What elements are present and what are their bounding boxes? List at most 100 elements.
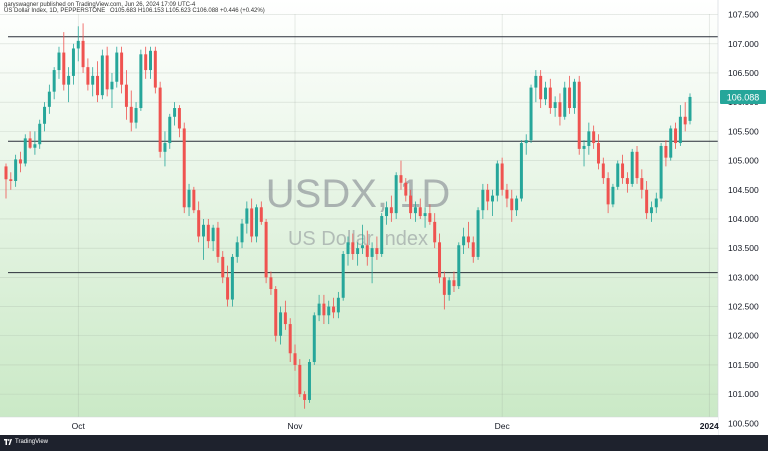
candle-body bbox=[553, 102, 557, 109]
chart-background bbox=[0, 0, 768, 435]
price-tick-label: 100.500 bbox=[728, 418, 759, 428]
candle-body bbox=[606, 178, 610, 205]
candle-body bbox=[582, 145, 586, 149]
candle-body bbox=[57, 52, 61, 71]
candle-body bbox=[640, 178, 644, 190]
candle-body bbox=[134, 108, 138, 123]
candle-body bbox=[197, 210, 201, 237]
candle-body bbox=[592, 131, 596, 144]
candle-body bbox=[67, 75, 71, 85]
price-tick-label: 106.500 bbox=[728, 68, 759, 78]
candle-body bbox=[144, 54, 148, 71]
last-price-label: 106.088 bbox=[727, 93, 760, 103]
candle-body bbox=[303, 394, 307, 400]
candle-body bbox=[375, 248, 379, 254]
candle-body bbox=[240, 223, 244, 243]
candle-body bbox=[115, 52, 119, 82]
candle-body bbox=[206, 224, 210, 242]
candle-body bbox=[438, 242, 442, 278]
candle-body bbox=[173, 108, 177, 117]
price-tick-label: 102.500 bbox=[728, 302, 759, 312]
last-price-badge bbox=[720, 90, 766, 105]
candle-body bbox=[235, 242, 239, 257]
candle-body bbox=[322, 303, 326, 316]
candle-body bbox=[462, 236, 466, 246]
candle-body bbox=[428, 213, 432, 222]
candle-body bbox=[62, 52, 66, 85]
ohlc-values: O105.683 H106.153 L105.623 C106.088 +0.4… bbox=[109, 8, 265, 14]
candle-body bbox=[47, 91, 51, 107]
candle-body bbox=[370, 248, 374, 257]
candle-body bbox=[404, 182, 408, 196]
time-tick-label: Dec bbox=[495, 421, 511, 431]
candle-body bbox=[683, 116, 687, 125]
candle-body bbox=[120, 52, 124, 85]
candle-body bbox=[394, 175, 398, 214]
candle-body bbox=[149, 50, 153, 71]
candle-body bbox=[659, 145, 663, 199]
symbol-line: US Dollar Index, 1D, PEPPERSTONE O105.68… bbox=[4, 8, 268, 14]
candle-body bbox=[81, 40, 85, 68]
price-tick-label: 107.000 bbox=[728, 39, 759, 49]
candle-body bbox=[52, 70, 56, 92]
tradingview-icon bbox=[4, 439, 12, 445]
footer-brand: TradingView bbox=[15, 439, 49, 445]
candle-body bbox=[182, 128, 186, 208]
candle-body bbox=[558, 102, 562, 117]
candle-body bbox=[298, 364, 302, 395]
candle-body bbox=[18, 159, 22, 164]
candle-body bbox=[38, 123, 42, 145]
candle-body bbox=[360, 245, 364, 249]
candle-body bbox=[645, 189, 649, 214]
candle-body bbox=[476, 210, 480, 257]
candle-body bbox=[380, 216, 384, 254]
candle-body bbox=[279, 312, 283, 336]
candle-body bbox=[423, 213, 427, 217]
candle-body bbox=[105, 55, 109, 90]
candle-body bbox=[529, 87, 533, 141]
candle-body bbox=[486, 189, 490, 202]
candle-body bbox=[283, 312, 287, 325]
candle-body bbox=[674, 128, 678, 144]
candle-body bbox=[534, 75, 538, 88]
candle-body bbox=[491, 195, 495, 202]
candle-body bbox=[91, 75, 95, 85]
candle-body bbox=[351, 242, 355, 254]
publisher-line: garyswagner published on TradingView.com… bbox=[4, 2, 196, 8]
candle-body bbox=[327, 306, 331, 316]
candle-body bbox=[245, 208, 249, 224]
candle-body bbox=[312, 315, 316, 363]
candle-body bbox=[250, 208, 254, 237]
candle-body bbox=[389, 207, 393, 214]
time-axis-panel bbox=[0, 417, 718, 435]
candle-body bbox=[100, 55, 104, 96]
price-tick-label: 104.500 bbox=[728, 185, 759, 195]
price-tick-label: 102.000 bbox=[728, 331, 759, 341]
candle-body bbox=[409, 195, 413, 214]
price-tick-label: 105.000 bbox=[728, 156, 759, 166]
chart-header: garyswagner published on TradingView.com… bbox=[4, 2, 268, 14]
candle-body bbox=[153, 50, 157, 88]
candle-body bbox=[413, 207, 417, 214]
candle-body bbox=[452, 280, 456, 287]
tradingview-logo[interactable]: TradingView bbox=[4, 439, 48, 445]
candle-body bbox=[442, 277, 446, 295]
candle-body bbox=[510, 198, 514, 211]
price-tick-label: 101.000 bbox=[728, 389, 759, 399]
time-tick-label: Oct bbox=[72, 421, 86, 431]
candle-body bbox=[669, 128, 673, 158]
candle-body bbox=[124, 84, 128, 107]
candle-body bbox=[601, 163, 605, 179]
candle-body bbox=[168, 116, 172, 144]
candle-body bbox=[539, 75, 543, 100]
candle-body bbox=[86, 67, 90, 85]
watermark-symbol: USDX, 1D bbox=[266, 172, 451, 216]
price-tick-label: 104.000 bbox=[728, 214, 759, 224]
candle-body bbox=[447, 280, 451, 295]
candle-body bbox=[625, 178, 629, 184]
candle-body bbox=[332, 306, 336, 313]
candle-body bbox=[177, 108, 181, 129]
candle-body bbox=[230, 256, 234, 300]
candle-body bbox=[33, 144, 37, 148]
